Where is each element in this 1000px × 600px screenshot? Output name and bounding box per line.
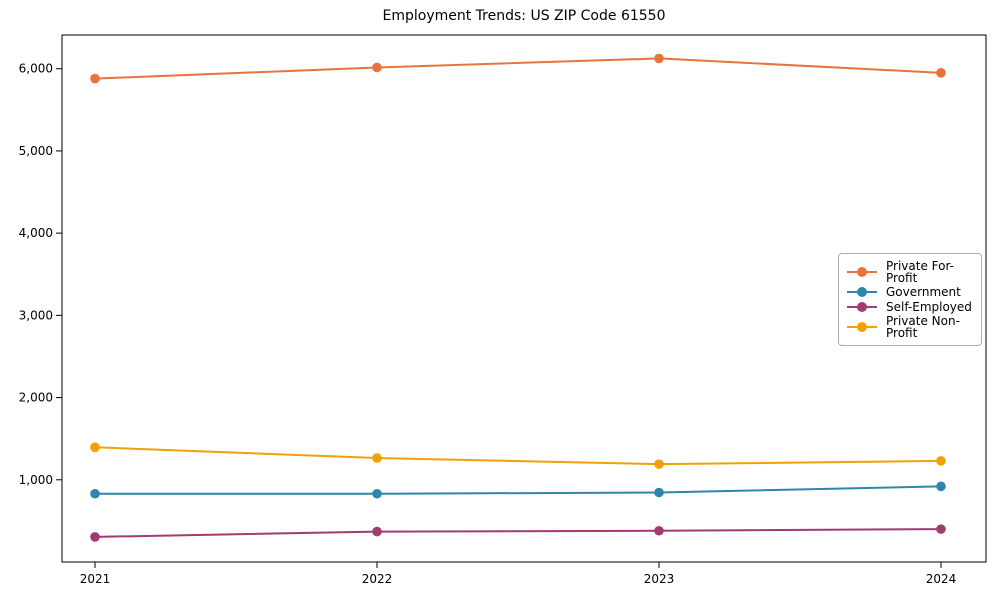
series-line-private-for-profit: [94, 57, 942, 80]
y-tick-label: 5,000: [19, 144, 53, 158]
data-point-private-for-profit: [372, 62, 382, 73]
data-point-private-for-profit: [90, 73, 100, 84]
y-tick-label: 2,000: [19, 391, 53, 405]
legend-label: Private For-Profit: [886, 259, 954, 286]
legend-label: Government: [886, 285, 961, 300]
data-point-self-employed: [654, 525, 664, 536]
legend-item: Private Non-Profit: [847, 315, 973, 339]
data-point-government: [654, 487, 664, 498]
x-tick-label: 2024: [926, 572, 957, 586]
data-point-government: [372, 488, 382, 499]
legend-line-marker-icon: [847, 321, 877, 332]
data-point-private-non-profit: [372, 453, 382, 463]
legend-line-marker-icon: [847, 267, 877, 278]
legend-swatch-dot: [857, 321, 867, 332]
legend-swatch-dot: [857, 267, 867, 278]
data-point-private-non-profit: [654, 459, 664, 469]
legend-line-marker-icon: [847, 287, 877, 298]
legend-line-marker-icon: [847, 301, 877, 312]
data-point-government: [90, 488, 100, 499]
legend-item: Self-Employed: [847, 301, 973, 313]
data-point-self-employed: [936, 524, 946, 534]
legend-label: Private Non-Profit: [886, 313, 960, 340]
data-point-private-non-profit: [936, 456, 946, 466]
legend-swatch-dot: [857, 287, 867, 298]
legend-item: Private For-Profit: [847, 260, 973, 284]
y-tick-label: 6,000: [19, 62, 53, 76]
data-point-private-for-profit: [936, 68, 946, 78]
y-tick-label: 4,000: [19, 226, 53, 240]
data-point-private-non-profit: [90, 442, 100, 453]
legend-swatch-dot: [857, 301, 867, 312]
series-line-private-non-profit: [94, 446, 942, 466]
legend-item: Government: [847, 286, 973, 298]
legend: Private For-Profit Government Self-Employe…: [838, 253, 982, 346]
data-point-self-employed: [372, 526, 382, 537]
series-line-self-employed: [94, 528, 942, 538]
x-tick-label: 2023: [644, 572, 675, 586]
data-point-private-for-profit: [654, 53, 664, 64]
series-line-government: [95, 485, 942, 495]
x-tick-label: 2021: [80, 572, 111, 586]
plot-border: [61, 34, 987, 563]
chart-title: Employment Trends: US ZIP Code 61550: [382, 8, 666, 24]
y-tick-label: 3,000: [19, 308, 53, 322]
x-tick-label: 2022: [362, 572, 393, 586]
legend-label: Self-Employed: [886, 299, 972, 314]
data-point-government: [936, 481, 946, 492]
y-tick-label: 1,000: [19, 473, 53, 487]
data-point-self-employed: [90, 532, 100, 542]
